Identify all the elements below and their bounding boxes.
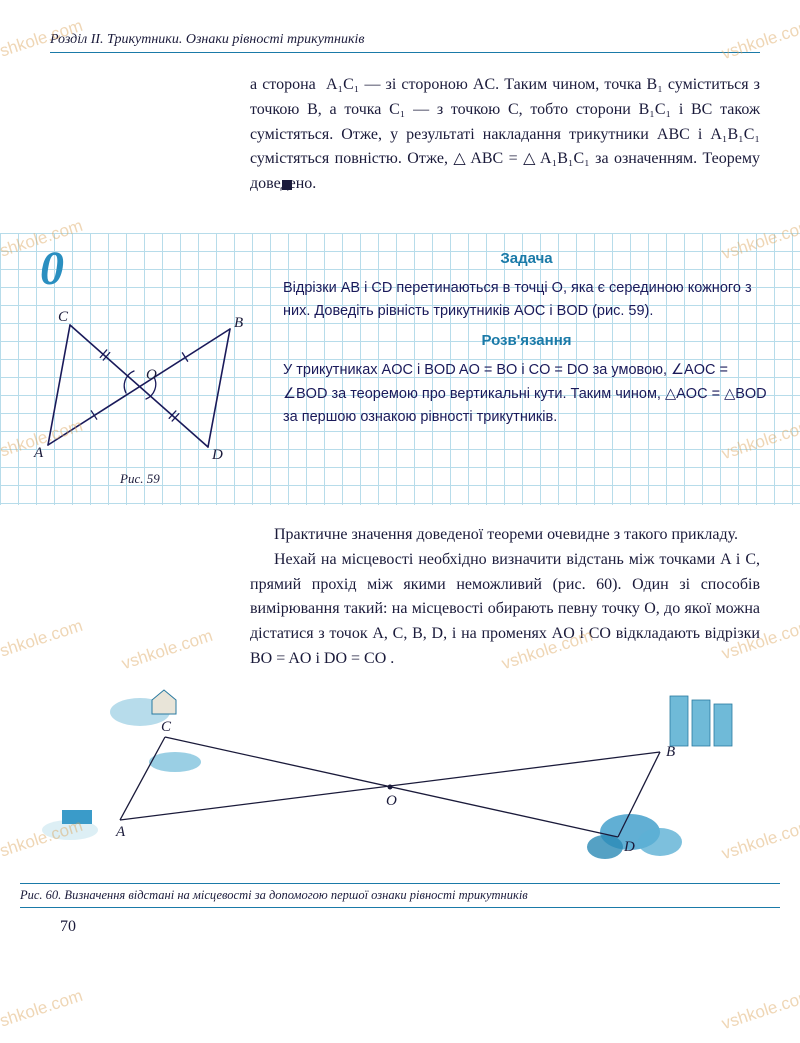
problem-text-block: Задача Відрізки AB і CD перетинаються в … bbox=[283, 247, 770, 487]
svg-text:B: B bbox=[666, 744, 675, 760]
problem-box: 0 A B C D O Рис. 59 Задача Відрізки AB і CD … bbox=[0, 233, 800, 505]
paragraph-3: Нехай на місцевості необхідно визначити … bbox=[250, 548, 760, 672]
svg-text:O: O bbox=[386, 793, 397, 809]
svg-text:A: A bbox=[33, 445, 44, 461]
figure-60-svg: A C O B D bbox=[10, 682, 780, 872]
page: Розділ II. Трикутники. Ознаки рівності т… bbox=[0, 0, 800, 956]
task-text: Відрізки AB і CD перетинаються в точці O… bbox=[283, 277, 770, 323]
watermark-text: vshkole.com bbox=[0, 616, 85, 664]
figure-60-caption: Рис. 60. Визначення відстані на місцевос… bbox=[20, 883, 780, 908]
watermark-text: vshkole.com bbox=[119, 626, 215, 674]
pencil-marker-icon: 0 bbox=[40, 241, 64, 296]
task-heading: Задача bbox=[283, 247, 770, 271]
page-number: 70 bbox=[60, 918, 760, 936]
section-title: Розділ II. Трикутники. Ознаки рівності т… bbox=[50, 32, 364, 47]
svg-text:A: A bbox=[115, 824, 126, 840]
svg-text:B: B bbox=[234, 315, 243, 331]
watermark-text: vshkole.com bbox=[719, 986, 800, 1034]
section-header: Розділ II. Трикутники. Ознаки рівності т… bbox=[50, 30, 760, 53]
figure-59-svg: A B C D O bbox=[30, 297, 255, 467]
figure-59-container: A B C D O Рис. 59 bbox=[30, 247, 265, 487]
svg-text:D: D bbox=[211, 447, 223, 463]
svg-text:O: O bbox=[146, 367, 157, 383]
solution-text: У трикутниках AOC і BOD AO = BO і CO = D… bbox=[283, 359, 770, 429]
watermark-text: vshkole.com bbox=[0, 986, 85, 1034]
svg-text:D: D bbox=[623, 839, 635, 855]
proof-end-marker bbox=[282, 180, 292, 190]
paragraph-1: а сторона A₁C₁ — зі стороною AC. Таким ч… bbox=[250, 73, 760, 197]
solution-heading: Розв'язання bbox=[283, 329, 770, 353]
svg-text:C: C bbox=[58, 309, 69, 325]
paragraph-2: Практичне значення доведеної теореми оче… bbox=[250, 523, 760, 548]
svg-text:C: C bbox=[161, 719, 172, 735]
figure-59-label: Рис. 59 bbox=[120, 471, 265, 487]
figure-60-container: A C O B D Рис. 60. Визначення відстані на мі… bbox=[10, 682, 790, 908]
